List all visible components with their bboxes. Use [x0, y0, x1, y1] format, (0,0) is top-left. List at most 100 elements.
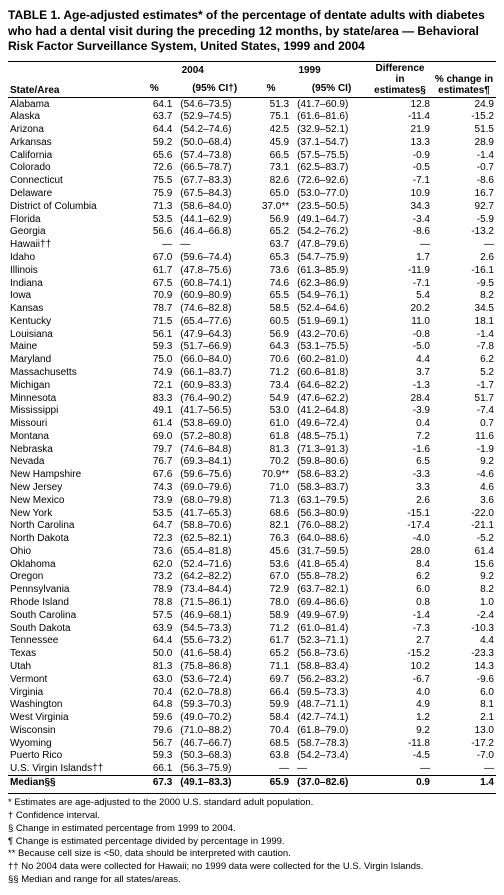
cell-ci2004: (56.3–75.9) — [174, 762, 251, 775]
cell-diff: 4.0 — [368, 686, 432, 699]
cell-state: U.S. Virgin Islands†† — [8, 762, 134, 775]
cell-ci2004: (59.6–74.4) — [174, 251, 251, 264]
cell-p2004: 65.6 — [134, 149, 174, 162]
cell-p1999: 63.8 — [251, 750, 291, 763]
cell-ci1999: (56.3–80.9) — [291, 507, 368, 520]
footnote-line: ** Because cell size is <50, data should… — [8, 848, 496, 860]
cell-ci2004: (53.6–72.4) — [174, 673, 251, 686]
cell-ci1999: (51.9–69.1) — [291, 315, 368, 328]
cell-ci2004: (41.7–65.3) — [174, 507, 251, 520]
cell-ci1999: (56.2–83.2) — [291, 673, 368, 686]
cell-chg: 15.6 — [432, 558, 496, 571]
cell-state: Alaska — [8, 111, 134, 124]
cell-diff: — — [368, 238, 432, 251]
footnote-line: † Confidence interval. — [8, 810, 496, 822]
cell-state: Minnesota — [8, 392, 134, 405]
cell-ci1999: (23.5–50.5) — [291, 200, 368, 213]
cell-state: Wisconsin — [8, 724, 134, 737]
cell-ci2004: (58.8–70.6) — [174, 520, 251, 533]
cell-chg: -0.7 — [432, 162, 496, 175]
col-diff: Difference in estimates§ — [368, 61, 432, 97]
cell-diff: 20.2 — [368, 302, 432, 315]
cell-ci1999: (64.0–88.6) — [291, 532, 368, 545]
cell-diff: 3.3 — [368, 481, 432, 494]
cell-ci2004: (41.7–56.5) — [174, 405, 251, 418]
cell-p2004: 59.3 — [134, 341, 174, 354]
cell-ci1999: (76.0–88.2) — [291, 520, 368, 533]
cell-chg: 6.0 — [432, 686, 496, 699]
cell-diff: -0.5 — [368, 162, 432, 175]
cell-p2004: 71.5 — [134, 315, 174, 328]
cell-ci1999: (47.8–79.6) — [291, 238, 368, 251]
cell-chg: -7.8 — [432, 341, 496, 354]
data-table: State/Area 2004 1999 Difference in estim… — [8, 61, 496, 789]
cell-diff: 1.2 — [368, 711, 432, 724]
cell-p1999: 71.2 — [251, 622, 291, 635]
cell-diff: -1.4 — [368, 609, 432, 622]
cell-ci2004: (41.6–58.4) — [174, 647, 251, 660]
cell-p2004: 71.3 — [134, 200, 174, 213]
table-row: New Jersey74.3(69.0–79.6)71.0(58.3–83.7)… — [8, 481, 496, 494]
table-row: Alabama64.1(54.6–73.5)51.3(41.7–60.9)12.… — [8, 97, 496, 110]
cell-ci2004: (54.5–73.3) — [174, 622, 251, 635]
cell-ci2004: (62.0–78.8) — [174, 686, 251, 699]
table-row: Pennsylvania78.9(73.4–84.4)72.9(63.7–82.… — [8, 583, 496, 596]
table-row: North Dakota72.3(62.5–82.1)76.3(64.0–88.… — [8, 532, 496, 545]
table-row: Iowa70.9(60.9–80.9)65.5(54.9–76.1)5.48.2 — [8, 290, 496, 303]
table-row: U.S. Virgin Islands††66.1(56.3–75.9)———— — [8, 762, 496, 775]
cell-chg: 6.2 — [432, 353, 496, 366]
cell-p2004: 64.4 — [134, 635, 174, 648]
cell-ci2004: (49.1–83.3) — [174, 776, 251, 789]
cell-diff: 12.8 — [368, 97, 432, 110]
table-row: Wisconsin79.6(71.0–88.2)70.4(61.8–79.0)9… — [8, 724, 496, 737]
cell-p1999: 81.3 — [251, 443, 291, 456]
cell-diff: 4.4 — [368, 353, 432, 366]
cell-p2004: 74.3 — [134, 481, 174, 494]
cell-p1999: 61.7 — [251, 635, 291, 648]
cell-p2004: 75.0 — [134, 353, 174, 366]
cell-ci1999: (41.2–64.8) — [291, 405, 368, 418]
cell-p2004: 57.5 — [134, 609, 174, 622]
cell-diff: 5.4 — [368, 290, 432, 303]
cell-state: West Virginia — [8, 711, 134, 724]
cell-p1999: 78.0 — [251, 596, 291, 609]
cell-ci1999: (58.6–83.2) — [291, 468, 368, 481]
cell-p1999: 71.2 — [251, 366, 291, 379]
cell-ci1999: — — [291, 762, 368, 775]
cell-ci2004: (50.0–68.4) — [174, 136, 251, 149]
cell-ci1999: (32.9–52.1) — [291, 123, 368, 136]
table-row: Arkansas59.2(50.0–68.4)45.9(37.1–54.7)13… — [8, 136, 496, 149]
cell-diff: 9.2 — [368, 724, 432, 737]
cell-chg: 51.5 — [432, 123, 496, 136]
cell-chg: 61.4 — [432, 545, 496, 558]
cell-ci1999: (58.3–83.7) — [291, 481, 368, 494]
cell-ci2004: (50.3–68.3) — [174, 750, 251, 763]
cell-p1999: 82.1 — [251, 520, 291, 533]
table-row: Nebraska79.7(74.6–84.8)81.3(71.3–91.3)-1… — [8, 443, 496, 456]
cell-ci2004: (71.0–88.2) — [174, 724, 251, 737]
cell-ci2004: (67.5–84.3) — [174, 187, 251, 200]
cell-state: New York — [8, 507, 134, 520]
cell-ci1999: (53.0–77.0) — [291, 187, 368, 200]
cell-state: Nebraska — [8, 443, 134, 456]
cell-state: Vermont — [8, 673, 134, 686]
cell-ci1999: (54.7–75.9) — [291, 251, 368, 264]
table-row: Connecticut75.5(67.7–83.3)82.6(72.6–92.6… — [8, 174, 496, 187]
cell-chg: -9.5 — [432, 277, 496, 290]
cell-p1999: 76.3 — [251, 532, 291, 545]
cell-p1999: 82.6 — [251, 174, 291, 187]
cell-chg: 24.9 — [432, 97, 496, 110]
cell-p1999: 56.9 — [251, 213, 291, 226]
cell-ci2004: (47.9–64.3) — [174, 328, 251, 341]
cell-state: Maryland — [8, 353, 134, 366]
cell-diff: -7.1 — [368, 174, 432, 187]
cell-diff: 34.3 — [368, 200, 432, 213]
cell-p1999: 73.4 — [251, 379, 291, 392]
cell-p2004: 83.3 — [134, 392, 174, 405]
table-body: Alabama64.1(54.6–73.5)51.3(41.7–60.9)12.… — [8, 97, 496, 789]
cell-ci2004: (66.1–83.7) — [174, 366, 251, 379]
col-pct-2004: % — [134, 79, 174, 97]
cell-chg: 1.4 — [432, 776, 496, 789]
cell-chg: -17.2 — [432, 737, 496, 750]
col-chg: % change in estimates¶ — [432, 61, 496, 97]
